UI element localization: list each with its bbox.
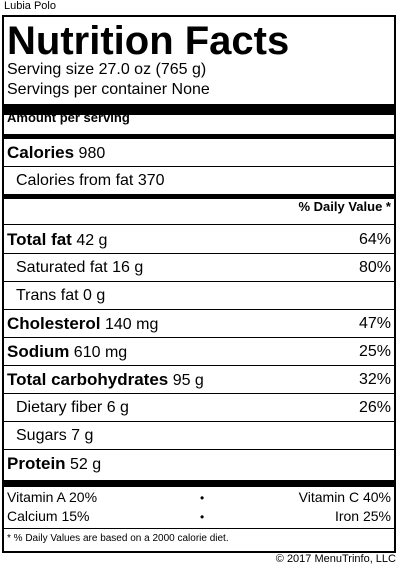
- divider: [4, 166, 394, 167]
- divider: [4, 337, 394, 338]
- divider: [4, 449, 394, 450]
- divider: [4, 309, 394, 310]
- nutrient-label: Cholesterol: [7, 314, 101, 333]
- nutrient-label: Saturated fat: [16, 259, 108, 276]
- nutrient-row-cholesterol: Cholesterol 140 mg 47%: [4, 310, 394, 337]
- nutrient-amount: 0 g: [83, 287, 106, 304]
- divider: [4, 365, 394, 366]
- nutrient-row-saturated-fat: Saturated fat 16 g 80%: [4, 254, 394, 281]
- item-name: Lubia Polo: [4, 0, 56, 12]
- nutrient-row-sugars: Sugars 7 g: [4, 422, 394, 449]
- nutrient-pct: 26%: [358, 399, 391, 416]
- nutrient-pct: 80%: [358, 259, 391, 276]
- nutrient-row-dietary-fiber: Dietary fiber 6 g 26%: [4, 394, 394, 421]
- divider: [4, 224, 394, 225]
- divider: [4, 281, 394, 282]
- nutrient-amount: 95 g: [172, 372, 204, 389]
- nutrient-row-protein: Protein 52 g: [4, 450, 394, 477]
- nutrient-pct: 25%: [358, 343, 391, 360]
- nutrient-row-sodium: Sodium 610 mg 25%: [4, 338, 394, 365]
- copyright: © 2017 MenuTrinfo, LLC: [275, 553, 396, 565]
- nutrient-label: Dietary fiber: [16, 399, 103, 416]
- divider: [4, 253, 394, 254]
- servings-per-container: Servings per container None: [7, 81, 210, 98]
- calories-from-fat: Calories from fat 370: [16, 172, 165, 189]
- thick-divider: [4, 480, 394, 487]
- calories-from-fat-row: Calories from fat 370: [4, 167, 394, 194]
- nutrient-label: Protein: [7, 454, 66, 473]
- amount-per-serving: Amount per serving: [7, 110, 130, 125]
- divider: [4, 421, 394, 422]
- divider: [4, 393, 394, 394]
- nutrient-label: Sugars: [16, 427, 67, 444]
- calories-value: 980: [78, 145, 106, 162]
- nutrient-amount: 6 g: [106, 399, 129, 416]
- iron: Iron 25%: [334, 508, 391, 524]
- nutrition-facts-panel: Nutrition Facts Serving size 27.0 oz (76…: [2, 15, 396, 553]
- nutrient-amount: 42 g: [76, 232, 108, 249]
- vitamin-a: Vitamin A 20%: [7, 489, 98, 505]
- nutrient-amount: 610 mg: [73, 344, 128, 361]
- nutrient-label: Trans fat: [16, 287, 79, 304]
- medium-divider: [4, 134, 394, 139]
- nutrient-amount: 140 mg: [104, 316, 159, 333]
- nutrient-label: Total fat: [7, 230, 72, 249]
- nutrient-label: Total carbohydrates: [7, 370, 169, 389]
- nutrient-amount: 52 g: [70, 456, 102, 473]
- vitamin-c: Vitamin C 40%: [298, 489, 391, 505]
- serving-size: Serving size 27.0 oz (765 g): [7, 61, 207, 78]
- calories-row: Calories 980: [4, 139, 394, 166]
- nutrient-amount: 7 g: [71, 427, 94, 444]
- nutrient-row-total-carbohydrates: Total carbohydrates 95 g 32%: [4, 366, 394, 393]
- nutrient-pct: 32%: [358, 371, 391, 388]
- daily-value-header: % Daily Value *: [298, 199, 392, 214]
- divider: [4, 528, 394, 529]
- medium-divider: [4, 194, 394, 199]
- calcium: Calcium 15%: [7, 508, 90, 524]
- bullet: •: [200, 491, 205, 505]
- nutrient-amount: 16 g: [112, 259, 144, 276]
- bullet: •: [200, 510, 205, 524]
- nutrient-pct: 47%: [358, 315, 391, 332]
- nutrient-row-total-fat: Total fat 42 g 64%: [4, 226, 394, 253]
- nutrient-label: Sodium: [7, 342, 70, 361]
- nutrient-row-trans-fat: Trans fat 0 g: [4, 282, 394, 309]
- nutrient-pct: 64%: [358, 231, 391, 248]
- nutrition-facts-title: Nutrition Facts: [7, 19, 290, 63]
- calories-label: Calories: [7, 143, 75, 162]
- thick-divider: [4, 104, 394, 115]
- footnote: * % Daily Values are based on a 2000 cal…: [7, 533, 229, 544]
